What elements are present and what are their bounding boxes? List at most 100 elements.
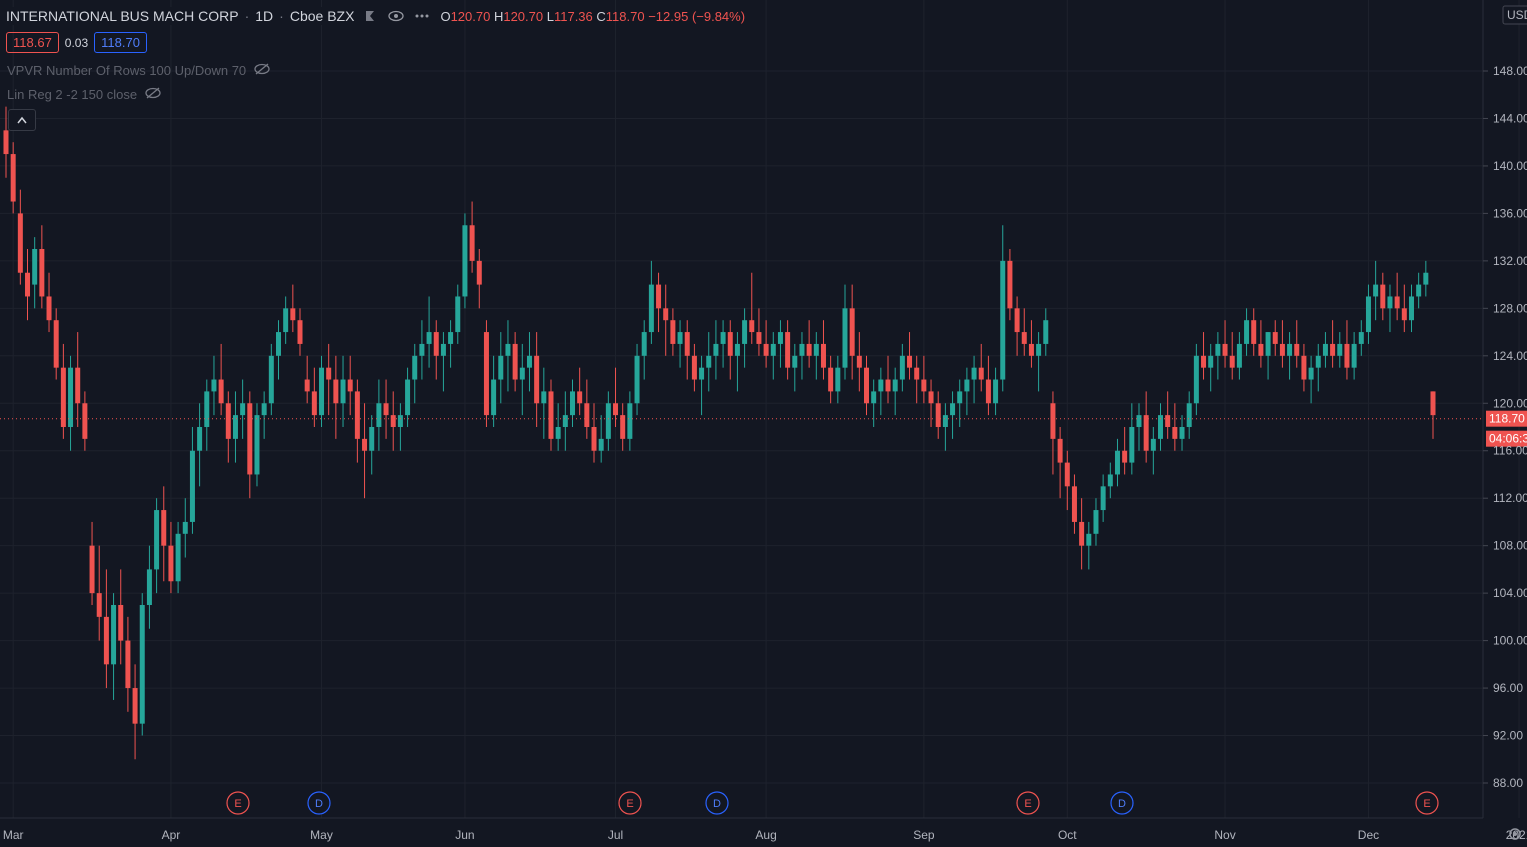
x-tick-label: Apr xyxy=(162,828,181,842)
more-options-icon[interactable] xyxy=(412,7,432,25)
candle xyxy=(620,403,626,451)
candle xyxy=(405,367,411,427)
candle xyxy=(354,379,360,463)
last-price-label: 118.70 xyxy=(1489,412,1525,426)
candle xyxy=(907,332,913,380)
candle xyxy=(1186,391,1192,439)
y-tick-label: 128.00 xyxy=(1493,301,1527,315)
ask-price[interactable]: 118.70 xyxy=(94,32,147,53)
candle xyxy=(268,343,274,416)
candle xyxy=(240,379,246,439)
candle xyxy=(175,521,181,594)
candle xyxy=(1208,343,1214,392)
candle xyxy=(957,379,963,427)
candle xyxy=(469,201,475,273)
candle xyxy=(742,308,748,368)
eye-icon[interactable] xyxy=(386,7,406,25)
candle xyxy=(842,284,848,380)
candle xyxy=(806,320,812,368)
candle xyxy=(197,403,203,487)
candle xyxy=(132,664,138,760)
candle xyxy=(1028,320,1034,368)
candle xyxy=(555,403,561,451)
dividend-event-marker[interactable]: D xyxy=(1110,791,1134,815)
indicator-label: Lin Reg 2 -2 150 close xyxy=(7,87,138,102)
candle xyxy=(1337,332,1343,368)
candle xyxy=(749,272,755,344)
candle xyxy=(878,367,884,416)
candle xyxy=(340,355,346,427)
candle xyxy=(885,355,891,404)
earnings-event-marker[interactable]: E xyxy=(1415,791,1439,815)
candle xyxy=(613,367,619,427)
price-axis[interactable]: 88.00 92.00 96.00 100.00 104.00 108.00 112.00 1… xyxy=(1483,64,1527,790)
candle xyxy=(182,498,188,558)
earnings-event-marker[interactable]: E xyxy=(618,791,642,815)
candle xyxy=(10,142,16,214)
candle xyxy=(985,355,991,416)
candle xyxy=(785,320,791,380)
flag-icon[interactable] xyxy=(360,7,380,25)
candle xyxy=(828,355,834,404)
symbol-name[interactable]: INTERNATIONAL BUS MACH CORP xyxy=(6,8,239,24)
candle xyxy=(1064,450,1070,511)
candle xyxy=(283,296,289,344)
collapse-legend-button[interactable] xyxy=(8,109,36,131)
x-tick-label: Nov xyxy=(1214,828,1235,842)
dividend-event-marker[interactable]: D xyxy=(705,791,729,815)
candle xyxy=(1043,308,1049,356)
settings-gear-icon[interactable] xyxy=(1509,828,1521,840)
candle xyxy=(326,343,332,416)
candle xyxy=(211,355,217,416)
candle xyxy=(706,332,712,392)
currency-label[interactable]: USD xyxy=(1502,5,1527,25)
bid-price[interactable]: 118.67 xyxy=(6,32,59,53)
indicator-vpvr[interactable]: VPVR Number Of Rows 100 Up/Down 70 xyxy=(7,63,270,78)
candle xyxy=(1222,320,1228,368)
candle xyxy=(419,320,425,380)
candle xyxy=(548,379,554,451)
svg-text:D: D xyxy=(713,798,721,810)
interval-label[interactable]: 1D xyxy=(255,8,274,24)
time-axis[interactable]: MarAprMayJunJulAugSepOctNovDec2021Feb xyxy=(3,828,1527,842)
candle xyxy=(75,332,81,427)
eye-off-icon[interactable] xyxy=(145,87,161,102)
candle xyxy=(813,332,819,380)
candle xyxy=(756,308,762,356)
candle xyxy=(670,308,676,356)
candle xyxy=(1129,403,1135,475)
candle xyxy=(734,332,740,392)
candle xyxy=(68,355,74,451)
candle xyxy=(1408,284,1414,333)
candle xyxy=(641,320,647,380)
indicator-linreg[interactable]: Lin Reg 2 -2 150 close xyxy=(7,87,161,102)
candle xyxy=(1258,320,1264,368)
candle xyxy=(921,355,927,404)
earnings-event-marker[interactable]: E xyxy=(1016,791,1040,815)
candle xyxy=(1423,260,1429,297)
dividend-event-marker[interactable]: D xyxy=(307,791,331,815)
y-tick-label: 96.00 xyxy=(1493,681,1523,695)
earnings-event-marker[interactable]: E xyxy=(226,791,250,815)
candle xyxy=(1086,521,1092,570)
candle xyxy=(892,367,898,416)
y-tick-label: 92.00 xyxy=(1493,729,1523,743)
y-tick-label: 140.00 xyxy=(1493,159,1527,173)
candle xyxy=(275,320,281,380)
candle xyxy=(319,355,325,427)
y-tick-label: 88.00 xyxy=(1493,776,1523,790)
candle xyxy=(397,403,403,451)
candle xyxy=(541,367,547,439)
y-tick-label: 120.00 xyxy=(1493,396,1527,410)
candle xyxy=(390,391,396,451)
eye-off-icon[interactable] xyxy=(254,63,270,78)
candle xyxy=(1215,332,1221,380)
candle xyxy=(225,391,231,463)
y-tick-label: 144.00 xyxy=(1493,111,1527,125)
candle xyxy=(89,521,95,605)
candle xyxy=(634,343,640,416)
candle xyxy=(297,308,303,356)
candle xyxy=(125,616,131,712)
candle xyxy=(713,320,719,380)
